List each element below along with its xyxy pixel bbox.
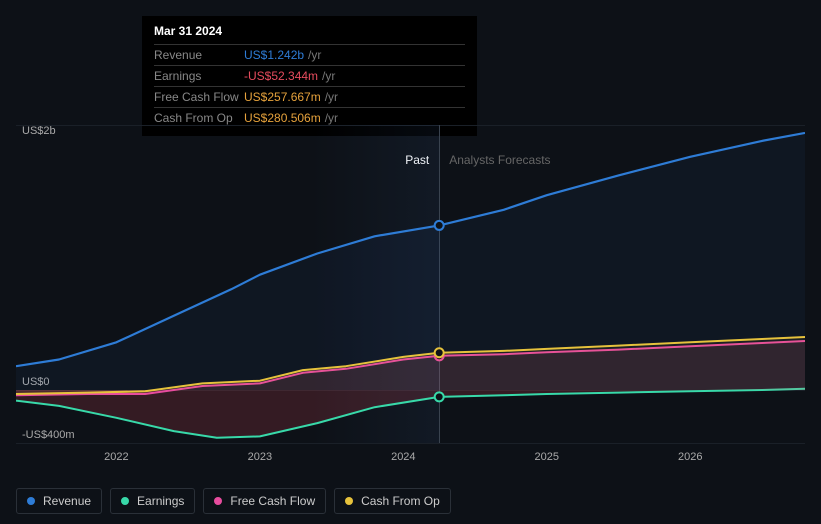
tooltip-rows: RevenueUS$1.242b/yrEarnings-US$52.344m/y… (154, 44, 465, 128)
legend-dot (214, 497, 222, 505)
x-axis-label: 2024 (391, 451, 415, 463)
series-marker (435, 221, 444, 230)
legend-item[interactable]: Free Cash Flow (203, 488, 326, 514)
tooltip-row-label: Cash From Op (154, 111, 244, 125)
tooltip-row-value: US$257.667m (244, 90, 321, 104)
tooltip-date: Mar 31 2024 (154, 24, 465, 38)
legend-item[interactable]: Earnings (110, 488, 195, 514)
tooltip: Mar 31 2024 RevenueUS$1.242b/yrEarnings-… (142, 16, 477, 136)
tooltip-row-value: US$1.242b (244, 48, 304, 62)
tooltip-row-value: -US$52.344m (244, 69, 318, 83)
series-marker (435, 392, 444, 401)
tooltip-row-unit: /yr (325, 90, 338, 104)
x-axis-label: 2026 (678, 451, 702, 463)
tooltip-row: Free Cash FlowUS$257.667m/yr (154, 86, 465, 107)
legend-dot (121, 497, 129, 505)
legend: Revenue Earnings Free Cash Flow Cash From O… (16, 488, 451, 514)
legend-item[interactable]: Cash From Op (334, 488, 451, 514)
legend-label: Cash From Op (361, 494, 440, 508)
legend-dot (27, 497, 35, 505)
legend-label: Free Cash Flow (230, 494, 315, 508)
tooltip-row-unit: /yr (322, 69, 335, 83)
tooltip-row-value: US$280.506m (244, 111, 321, 125)
tooltip-row-unit: /yr (325, 111, 338, 125)
x-axis-label: 2025 (535, 451, 559, 463)
x-axis-label: 2022 (104, 451, 128, 463)
series-marker (435, 348, 444, 357)
gridline (16, 443, 805, 444)
tooltip-row-label: Free Cash Flow (154, 90, 244, 104)
tooltip-row: Earnings-US$52.344m/yr (154, 65, 465, 86)
tooltip-row-unit: /yr (308, 48, 321, 62)
x-axis-label: 2023 (248, 451, 272, 463)
series-area (16, 389, 805, 438)
tooltip-row-label: Earnings (154, 69, 244, 83)
legend-dot (345, 497, 353, 505)
legend-label: Earnings (137, 494, 184, 508)
tooltip-row-label: Revenue (154, 48, 244, 62)
tooltip-row: RevenueUS$1.242b/yr (154, 44, 465, 65)
chart: US$2bUS$0-US$400mPastAnalysts Forecasts2… (16, 125, 805, 465)
chart-svg (16, 125, 805, 443)
legend-label: Revenue (43, 494, 91, 508)
legend-item[interactable]: Revenue (16, 488, 102, 514)
